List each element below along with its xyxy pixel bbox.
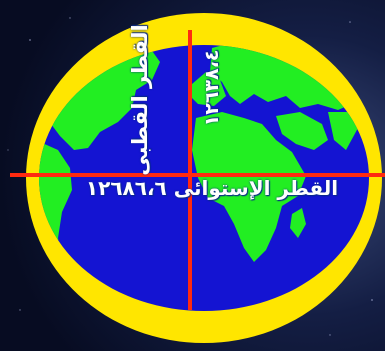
- land-europe: [190, 72, 226, 106]
- land-india: [328, 112, 358, 150]
- polar-diameter-value: ١٢٦٣٨،٤: [201, 49, 223, 127]
- polar-diameter-label: القطر القطبى: [128, 24, 152, 176]
- land-arabia: [276, 112, 328, 150]
- equatorial-diameter-label: القطر الإستوائى ١٢٦٨٦،٦: [85, 176, 339, 200]
- land-madagascar: [290, 208, 306, 238]
- land-africa: [192, 112, 306, 262]
